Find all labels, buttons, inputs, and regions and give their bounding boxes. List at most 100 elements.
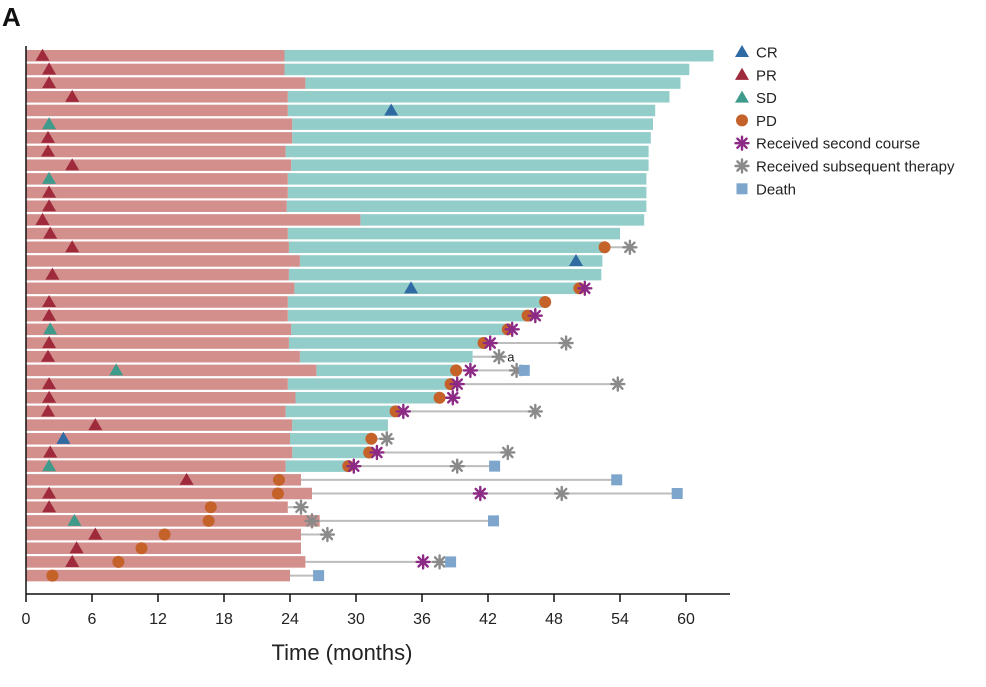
bars-layer [26, 50, 714, 582]
first-course-bar [26, 474, 301, 486]
subsequent-therapy-marker [554, 485, 570, 502]
first-course-bar [26, 556, 306, 568]
axes-layer: 0 6 12 18 24 30 36 42 48 54 60 [22, 46, 730, 628]
legend-marker-cr [735, 45, 749, 58]
follow-up-bar [299, 350, 473, 363]
legend-label: CR [756, 45, 778, 62]
response-marker-cr [384, 103, 399, 116]
subsequent-therapy-marker [558, 335, 574, 351]
second-course-marker [472, 485, 488, 502]
response-marker-pr [42, 62, 57, 75]
follow-up-bar [291, 323, 508, 336]
response-marker-pr [41, 404, 55, 417]
follow-up-bar [292, 419, 388, 431]
response-marker-pr [41, 349, 55, 362]
markers-layer: a [35, 48, 683, 582]
legend-marker-pd [736, 114, 748, 127]
second-course-marker [577, 280, 593, 297]
first-course-bar [26, 446, 293, 459]
subsequent-therapy-marker [449, 458, 465, 474]
follow-up-bar [287, 104, 656, 117]
response-marker-sd [43, 322, 58, 335]
follow-up-bar [287, 91, 670, 103]
response-marker-pr [45, 267, 60, 280]
first-course-bar [26, 405, 286, 418]
pd-marker [158, 528, 171, 541]
response-marker-sd [42, 117, 57, 130]
response-marker-sd [67, 513, 82, 526]
legend-label: PD [756, 113, 777, 130]
follow-up-bar [287, 378, 451, 390]
response-marker-pr [88, 527, 103, 540]
response-marker-pr [65, 89, 80, 102]
first-course-bar [26, 392, 296, 404]
first-course-bar [26, 63, 285, 76]
first-course-bar [26, 323, 292, 336]
second-course-marker [462, 362, 479, 379]
second-course-marker [415, 554, 431, 570]
x-tick-label: 36 [413, 611, 431, 628]
x-tick-label: 24 [281, 611, 299, 628]
second-course-marker [449, 376, 465, 392]
legend-marker-pr [735, 67, 749, 80]
x-tick-label: 54 [611, 611, 629, 628]
response-marker-sd [42, 459, 57, 472]
follow-up-bar [284, 63, 690, 76]
response-marker-pr [42, 294, 57, 308]
subsequent-therapy-marker [610, 376, 626, 392]
response-marker-pr [42, 336, 57, 349]
first-course-bar [26, 309, 288, 322]
pd-marker [46, 569, 59, 582]
response-marker-sd [109, 363, 124, 376]
pd-marker [433, 391, 446, 404]
follow-up-bar [287, 186, 647, 199]
x-tick-label: 0 [22, 611, 31, 628]
first-course-bar [26, 542, 301, 554]
first-course-bar [26, 159, 292, 171]
second-course-marker [346, 458, 362, 474]
x-tick-label: 12 [149, 611, 167, 628]
second-course-marker [395, 403, 411, 420]
pd-marker [204, 501, 217, 514]
legend-marker-death [736, 183, 748, 195]
subsequent-therapy-marker [293, 499, 309, 515]
response-marker-pr [42, 486, 57, 499]
death-marker [518, 364, 530, 376]
legend-label: Death [756, 181, 796, 198]
first-course-bar [26, 214, 361, 226]
first-course-bar [26, 104, 288, 117]
response-marker-pr [41, 130, 55, 143]
second-course-marker [527, 307, 543, 324]
response-marker-sd [42, 171, 57, 184]
follow-up-bar [288, 268, 602, 281]
x-tick-label: 30 [347, 611, 365, 628]
second-course-marker [445, 390, 461, 406]
response-marker-pr [42, 500, 57, 513]
follow-up-bar [316, 364, 457, 377]
first-course-bar [26, 227, 288, 240]
first-course-bar [26, 268, 289, 281]
first-course-bar [26, 118, 293, 130]
response-marker-pr [35, 48, 50, 61]
first-course-bar [26, 241, 289, 254]
response-marker-pr [42, 76, 57, 89]
response-marker-pr [65, 240, 80, 253]
first-course-bar [26, 350, 300, 363]
follow-up-bar [287, 173, 647, 185]
follow-up-bar [284, 50, 714, 62]
death-marker [445, 556, 457, 568]
response-marker-pr [42, 390, 57, 403]
first-course-bar [26, 433, 290, 445]
follow-up-bar [285, 405, 396, 418]
second-course-marker [482, 335, 498, 351]
first-course-bar [26, 200, 287, 212]
legend-marker-second_course [734, 135, 750, 151]
x-axis-title: Time (months) [272, 640, 413, 665]
subsequent-therapy-marker [527, 403, 543, 420]
pd-marker [273, 473, 285, 486]
follow-up-bar [285, 145, 649, 158]
death-marker [313, 570, 325, 582]
first-course-bar [26, 364, 317, 377]
follow-up-bar [286, 200, 647, 212]
